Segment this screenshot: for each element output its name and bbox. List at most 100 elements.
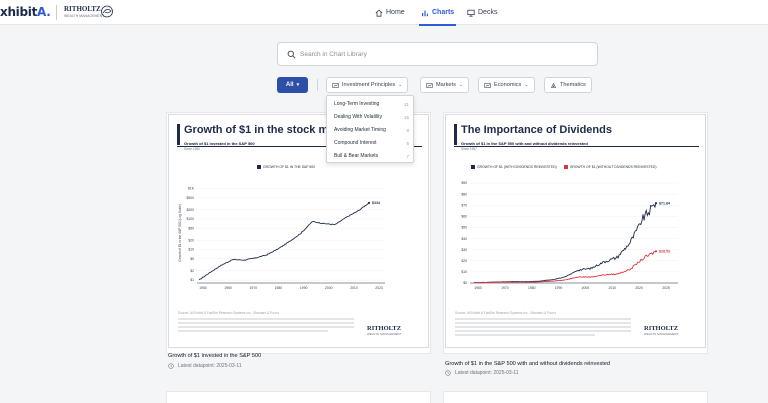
disclaimer-line (178, 326, 354, 328)
y-tick-label: $10 (461, 270, 467, 274)
dropdown-item[interactable]: Bull & Bear Markets 7 (327, 150, 415, 163)
chart-legend: GROWTH OF $1 IN THE S&P 500 (257, 165, 315, 169)
x-tick-label: 1950 (199, 286, 207, 290)
dropdown-item[interactable]: Dealing With Volatility 16 (327, 111, 415, 124)
line-chart-plot: $1 $2 $5 $10 $20 $50 $100 $200 $500 $1K Growth of … (178, 187, 385, 290)
series-line-with-dividends (473, 203, 657, 284)
filter-markets[interactable]: Markets ⌄ (420, 77, 470, 93)
x-tick-label: 1980 (275, 286, 283, 290)
chart-source: Source: Ai Exhibit & FactSet Research Sy… (455, 311, 557, 315)
x-tick-label: 2025 (662, 286, 670, 290)
x-tick-label: 1980 (528, 286, 536, 290)
dropdown-item-label: Bull & Bear Markets (334, 153, 379, 159)
chevron-down-icon: ▾ (296, 82, 300, 88)
chart-icon (426, 82, 433, 88)
y-tick-label: $1K (188, 187, 195, 191)
nav-home-label: Home (386, 9, 405, 16)
top-navigation-bar: xhibitA. RITHOLTZ WEALTH MANAGEMENT Home… (0, 0, 768, 26)
title-accent-bar (177, 124, 180, 145)
x-tick-label: 2000 (325, 286, 333, 290)
card-date-text: Latest datapoint: 2025-03-11 (455, 370, 519, 376)
dropdown-item[interactable]: Compound Interest 5 (327, 137, 415, 150)
home-icon (375, 9, 383, 17)
partner-emblem-icon (101, 5, 113, 18)
filter-markets-label: Markets (436, 82, 456, 88)
nav-charts[interactable]: Charts (419, 0, 457, 26)
y-tick-label: $40 (461, 237, 467, 241)
chevron-down-icon: ⌄ (458, 82, 464, 88)
title-rule (454, 146, 699, 147)
chart-thumbnail[interactable]: The Importance of Dividends Growth of $1… (445, 114, 706, 348)
dropdown-item[interactable]: Long-Term Investing 21 (327, 98, 415, 111)
dropdown-item-label: Dealing With Volatility (334, 114, 383, 120)
chart-since: Since 1950 (184, 147, 200, 151)
end-value-label: $28.53 (659, 250, 670, 254)
y-tick-label: $10 (188, 248, 194, 252)
filter-economics-label: Economics (494, 82, 522, 88)
y-tick-label: $20 (461, 259, 467, 263)
chart-legend: GROWTH OF $1 (WITH DIVIDENDS REINVESTED)… (471, 165, 656, 169)
filter-all-button[interactable]: All ▾ (277, 77, 308, 93)
y-tick-label: $30 (461, 248, 467, 252)
filter-investment-principles[interactable]: Investment Principles ⌄ (326, 77, 409, 93)
chart-title: Growth of $1 in the stock m (184, 124, 329, 136)
nav-decks-label: Decks (478, 9, 498, 16)
series-line-without-dividends (473, 250, 657, 284)
x-tick-label: 2000 (582, 286, 590, 290)
x-tick-label: 1960 (474, 286, 482, 290)
card-latest-datapoint: Latest datapoint: 2025-03-11 (168, 363, 242, 369)
dropdown-item-label: Avoiding Market Timing (334, 127, 386, 133)
x-tick-label: 1990 (555, 286, 563, 290)
chevron-down-icon: ⌄ (398, 82, 403, 88)
x-tick-label: 2010 (350, 286, 358, 290)
filter-investment-principles-label: Investment Principles (342, 82, 396, 88)
end-value-label: $334 (372, 201, 380, 205)
nav-decks[interactable]: Decks (467, 0, 497, 25)
y-tick-label: $50 (188, 226, 194, 230)
bar-chart-icon (422, 10, 428, 16)
x-tick-label: 2010 (609, 286, 617, 290)
chart-card-next[interactable] (443, 391, 708, 403)
chart-subtitle: Growth of $1 invested in the S&P 500 (184, 141, 255, 146)
thematics-icon (550, 82, 557, 88)
card-caption[interactable]: Growth of $1 invested in the S&P 500 (168, 353, 262, 359)
x-tick-label: 2020 (635, 286, 643, 290)
y-tick-label: $100 (186, 217, 194, 221)
disclaimer-line (178, 318, 354, 320)
ritholtz-brand-mark: RITHOLTZ WEALTH MANAGEMENT (644, 325, 679, 336)
clock-icon (168, 363, 174, 369)
presentation-icon (467, 9, 475, 17)
chart-library-search[interactable] (277, 42, 598, 66)
dropdown-item[interactable]: Avoiding Market Timing 8 (327, 124, 415, 137)
x-tick-label: 1970 (250, 286, 258, 290)
filter-economics[interactable]: Economics ⌄ (478, 77, 535, 93)
filter-all-label: All (285, 82, 294, 88)
filter-thematics[interactable]: Thematics (544, 77, 592, 93)
search-input[interactable] (300, 47, 590, 62)
y-tick-label: $200 (186, 208, 194, 212)
series-line-growth (198, 202, 370, 281)
card-date-text: Latest datapoint: 2025-03-11 (178, 363, 242, 369)
card-caption[interactable]: Growth of $1 in the S&P 500 with and wit… (445, 361, 611, 367)
title-rule (177, 146, 422, 147)
dropdown-item-label: Compound Interest (334, 140, 377, 146)
partner-logo: RITHOLTZ WEALTH MANAGEMENT (64, 5, 116, 20)
title-accent-bar (454, 124, 457, 145)
nav-home[interactable]: Home (375, 0, 405, 25)
y-axis-label: Growth of $1 in the S&P 500 (Log Scale) (178, 204, 182, 262)
legend-swatch (471, 165, 475, 169)
y-tick-label: $50 (461, 226, 467, 230)
y-tick-label: $60 (461, 215, 467, 219)
disclaimer-line (178, 322, 354, 324)
logo-divider (56, 5, 57, 20)
app-logo[interactable]: xhibitA. (0, 5, 51, 19)
chart-card-dividends[interactable]: The Importance of Dividends Growth of $1… (443, 112, 708, 354)
y-tick-label: $70 (461, 203, 467, 207)
chart-title: The Importance of Dividends (461, 124, 612, 136)
disclaimer-line (455, 326, 631, 328)
y-tick-label: $1 (190, 278, 194, 282)
ritholtz-brand-mark: RITHOLTZ WEALTH MANAGEMENT (367, 325, 402, 336)
end-point-marker (654, 202, 658, 205)
chart-card-next[interactable] (166, 391, 431, 403)
y-tick-label: $2 (190, 269, 194, 273)
